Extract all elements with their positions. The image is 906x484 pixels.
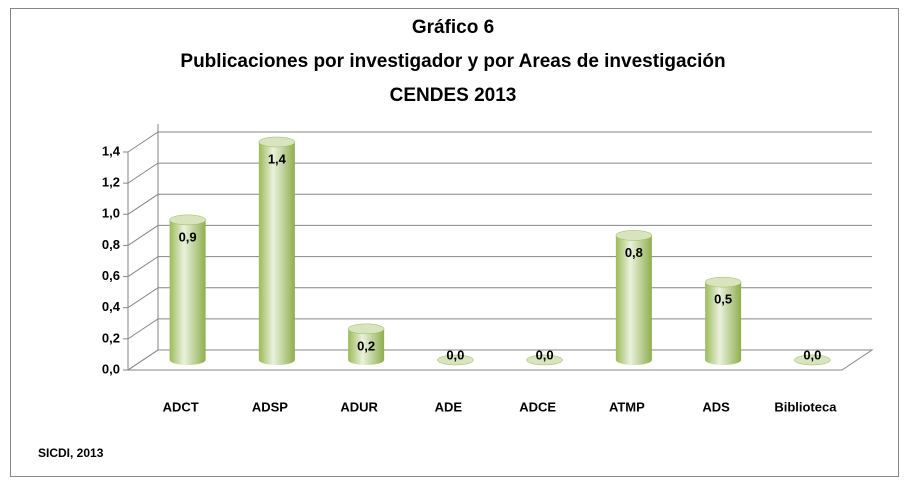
y-tick-label: 0,4	[102, 299, 121, 314]
x-tick-label: ADUR	[340, 399, 378, 414]
data-label: 0,0	[536, 347, 554, 362]
data-label: 1,4	[268, 151, 287, 166]
source-note: SICDI, 2013	[38, 446, 104, 460]
grid-line	[127, 224, 872, 246]
data-label: 0,2	[357, 338, 375, 353]
bar-top	[704, 276, 742, 288]
chart-title: Gráfico 6	[412, 17, 494, 38]
bar	[615, 230, 652, 365]
x-tick-label: ADE	[435, 399, 463, 414]
y-tick-label: 1,2	[102, 175, 120, 190]
y-tick-label: 1,4	[102, 143, 121, 158]
chart-subtitle: CENDES 2013	[390, 85, 517, 106]
y-tick-label: 0,0	[102, 361, 120, 376]
bar-top	[347, 323, 385, 335]
x-tick-label: ADS	[702, 399, 730, 414]
bar-top	[169, 214, 206, 226]
data-label: 0,0	[446, 347, 464, 362]
y-tick-label: 0,8	[102, 237, 120, 252]
data-label: 0,5	[714, 292, 732, 307]
bar-top	[794, 354, 831, 366]
grid-line	[127, 131, 872, 153]
bar	[705, 277, 742, 365]
bar	[348, 323, 385, 365]
bar	[258, 137, 295, 365]
grid-line	[127, 193, 872, 215]
bar-top	[526, 354, 563, 366]
data-label: 0,0	[803, 347, 821, 362]
y-tick-label: 1,0	[102, 206, 120, 221]
bar-top	[258, 136, 296, 148]
data-label: 0,8	[625, 245, 643, 260]
x-tick-label: ADCT	[163, 399, 199, 414]
data-label: 0,9	[179, 229, 197, 244]
x-tick-label: ATMP	[609, 399, 645, 414]
grid-line	[127, 162, 872, 184]
bar-top	[615, 230, 653, 241]
x-tick-label: ADCE	[519, 399, 556, 414]
x-tick-label: Biblioteca	[774, 399, 837, 414]
y-tick-label: 0,6	[102, 268, 120, 283]
x-tick-label: ADSP	[252, 399, 288, 414]
chart-subtitle: Publicaciones por investigador y por Are…	[180, 51, 725, 72]
y-tick-label: 0,2	[102, 330, 120, 345]
bar-top	[437, 354, 474, 366]
bar	[169, 214, 206, 365]
